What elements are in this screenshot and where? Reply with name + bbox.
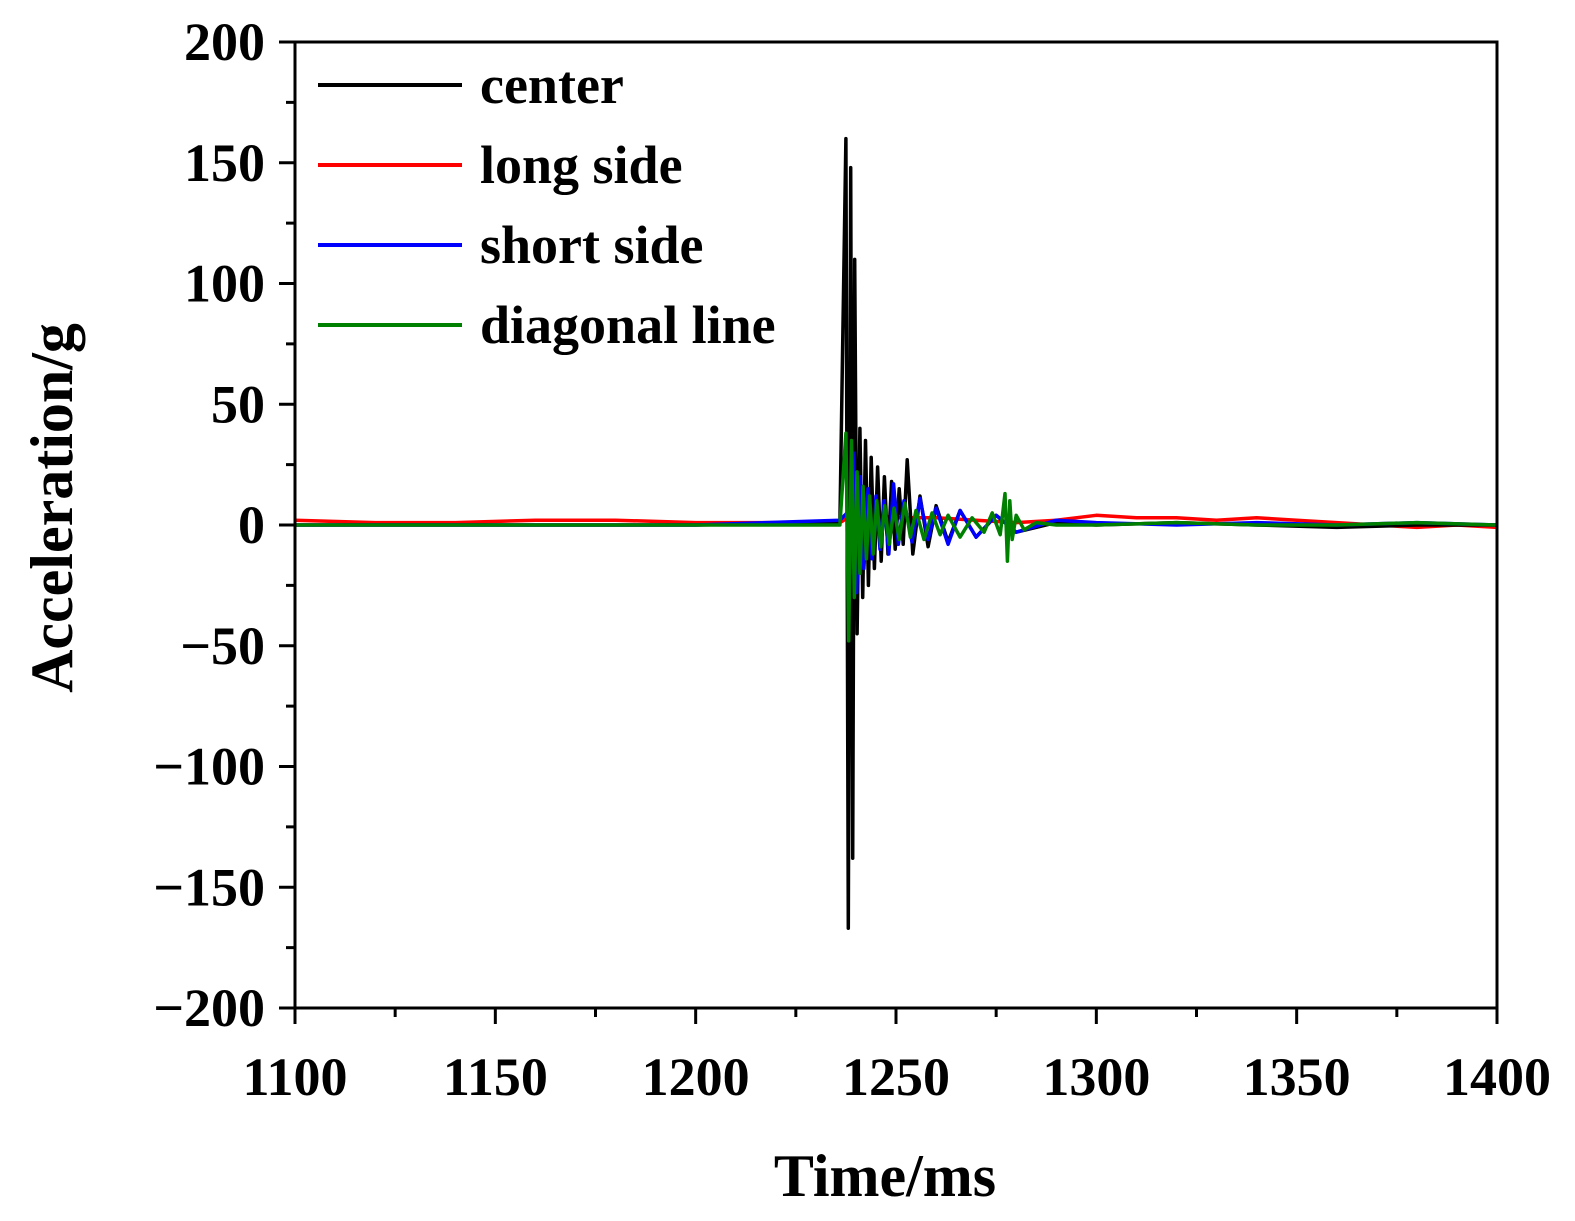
series-line-diagonal-line — [295, 431, 1498, 643]
y-tick-label: 200 — [184, 12, 265, 72]
x-tick-label: 1300 — [1042, 1047, 1150, 1107]
x-tick-label: 1400 — [1443, 1047, 1551, 1107]
y-tick-label: 50 — [211, 374, 265, 434]
x-tick-label: 1200 — [642, 1047, 750, 1107]
y-tick-label: 0 — [238, 495, 265, 555]
y-tick-label: −50 — [180, 616, 265, 676]
x-tick-label: 1350 — [1243, 1047, 1351, 1107]
legend-label-diagonal-line: diagonal line — [480, 295, 776, 355]
legend-label-short-side: short side — [480, 215, 704, 275]
legend-label-long-side: long side — [480, 135, 683, 195]
x-tick-label: 1100 — [242, 1047, 347, 1107]
series-layer — [294, 136, 1498, 931]
tick-layer: 1100 1150 1200 1250 1300 1350 1400 200 150 100 50 0… — [153, 12, 1551, 1107]
x-tick-label: 1250 — [842, 1047, 950, 1107]
y-tick-label: 100 — [184, 254, 265, 314]
y-tick-label: −200 — [153, 978, 265, 1038]
y-tick-label: −150 — [153, 857, 265, 917]
y-tick-label: 150 — [184, 133, 265, 193]
legend-label-center: center — [480, 55, 624, 115]
y-axis-title: Acceleration/g — [19, 323, 85, 693]
y-tick-label: −100 — [153, 737, 265, 797]
x-axis-title: Time/ms — [774, 1143, 996, 1209]
legend: center long side short side diagonal line — [318, 55, 776, 355]
x-tick-label: 1150 — [443, 1047, 548, 1107]
